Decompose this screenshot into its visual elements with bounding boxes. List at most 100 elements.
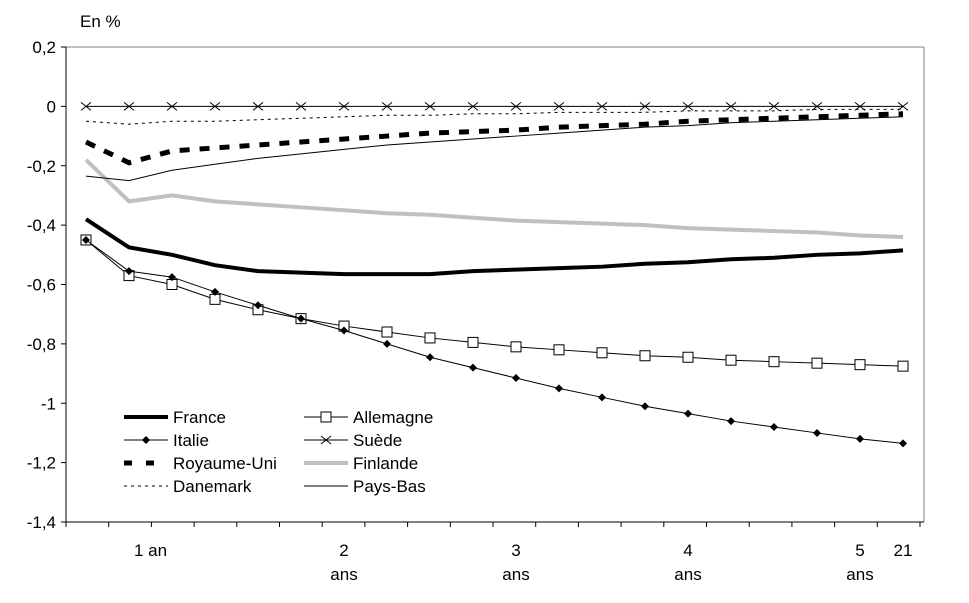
x-tick-label: ans [502, 565, 529, 584]
y-tick-label: -1 [41, 394, 56, 413]
series-danemark [85, 108, 903, 125]
series-line-france [84, 217, 904, 277]
legend: France Allemagne Italie Suède Royaume-Uni Fin… [124, 408, 433, 496]
legend-label-danemark: Danemark [173, 477, 252, 496]
series-allemagne [80, 234, 909, 372]
series-group [80, 101, 909, 448]
data-point-allemagne [596, 347, 608, 359]
data-point-suede [510, 101, 522, 111]
data-point-suede [682, 101, 694, 111]
data-point-suede [768, 101, 780, 111]
series-line-italie [85, 239, 904, 444]
data-point-suede [639, 101, 651, 111]
legend-label-italie: Italie [173, 431, 209, 450]
data-point-suede [596, 101, 608, 111]
series-line-allemagne [85, 239, 904, 367]
series-suede [80, 101, 909, 111]
data-point-allemagne [768, 356, 780, 368]
series-line-royaume-uni [84, 111, 904, 166]
y-tick-label: -1,2 [27, 454, 56, 473]
x-tick-label: 4 [683, 541, 692, 560]
series-finlande [84, 158, 904, 239]
data-point-allemagne [811, 357, 823, 369]
legend-label-royaume-uni: Royaume-Uni [173, 454, 277, 473]
series-line-danemark [85, 108, 903, 125]
data-point-italie [297, 314, 305, 323]
data-point-italie [340, 326, 348, 335]
y-axis-label: En % [80, 12, 121, 31]
x-axis: 1 an 2 ans 3 ans 4 ans 5 ans 21 [65, 522, 921, 584]
x-tick-label: ans [330, 565, 357, 584]
data-point-suede [338, 101, 350, 111]
x-tick-label: 3 [511, 541, 520, 560]
y-tick-label: 0 [47, 97, 56, 116]
data-point-allemagne [381, 326, 393, 338]
data-point-italie [899, 439, 907, 448]
x-tick-label: ans [674, 565, 701, 584]
data-point-allemagne [682, 351, 694, 363]
series-pays-bas [85, 116, 904, 182]
data-point-suede [209, 101, 221, 111]
data-point-suede [381, 101, 393, 111]
y-tick-label: -0,2 [27, 157, 56, 176]
data-point-italie [856, 434, 864, 443]
x-tick-label: 21 [894, 541, 913, 560]
data-point-italie [383, 339, 391, 348]
data-point-italie [211, 287, 219, 296]
data-point-italie [125, 267, 133, 276]
data-point-allemagne [725, 354, 737, 366]
data-point-italie [684, 409, 692, 418]
legend-label-finlande: Finlande [353, 454, 418, 473]
y-tick-label: -0,4 [27, 216, 56, 235]
data-point-italie [426, 353, 434, 362]
data-point-suede [467, 101, 479, 111]
series-royaume-uni [84, 111, 904, 166]
data-point-allemagne [424, 332, 436, 344]
legend-item-suede: Suède [304, 431, 402, 450]
legend-item-danemark: Danemark [124, 477, 252, 496]
y-axis: 0,2 0 -0,2 -0,4 -0,6 -0,8 -1 -1,2 -1,4 [27, 38, 66, 532]
data-point-italie [82, 235, 90, 244]
data-point-suede [166, 101, 178, 111]
x-tick-label: 5 [855, 541, 864, 560]
data-point-italie [512, 374, 520, 383]
data-point-italie [555, 384, 563, 393]
data-point-suede [854, 101, 866, 111]
data-point-allemagne [639, 350, 651, 362]
data-point-italie [168, 273, 176, 282]
legend-label-suede: Suède [353, 431, 402, 450]
data-point-suede [252, 101, 264, 111]
legend-label-france: France [173, 408, 226, 427]
data-point-allemagne [467, 336, 479, 348]
y-tick-label: 0,2 [32, 38, 56, 57]
legend-label-allemagne: Allemagne [353, 408, 433, 427]
data-point-allemagne [897, 360, 909, 372]
x-tick-label: 1 an [134, 541, 167, 560]
data-point-italie [469, 363, 477, 372]
legend-marker-italie [142, 436, 150, 444]
series-france [84, 217, 904, 277]
series-line-pays-bas [85, 116, 904, 182]
data-point-allemagne [553, 344, 565, 356]
data-point-italie [641, 402, 649, 411]
legend-label-pays-bas: Pays-Bas [353, 477, 426, 496]
legend-item-finlande: Finlande [304, 454, 418, 473]
data-point-italie [254, 301, 262, 310]
legend-item-france: France [124, 408, 226, 427]
y-tick-label: -0,8 [27, 335, 56, 354]
legend-item-pays-bas: Pays-Bas [304, 477, 426, 496]
x-tick-label: 2 [339, 541, 348, 560]
y-tick-label: -0,6 [27, 276, 56, 295]
data-point-allemagne [510, 341, 522, 353]
data-point-italie [727, 417, 735, 426]
legend-item-allemagne: Allemagne [304, 408, 433, 427]
series-line-finlande [84, 158, 904, 239]
y-tick-label: -1,4 [27, 513, 56, 532]
data-point-suede [295, 101, 307, 111]
data-point-suede [811, 101, 823, 111]
data-point-italie [813, 428, 821, 437]
legend-marker-suede [320, 435, 332, 445]
data-point-suede [80, 101, 92, 111]
data-point-italie [770, 423, 778, 431]
